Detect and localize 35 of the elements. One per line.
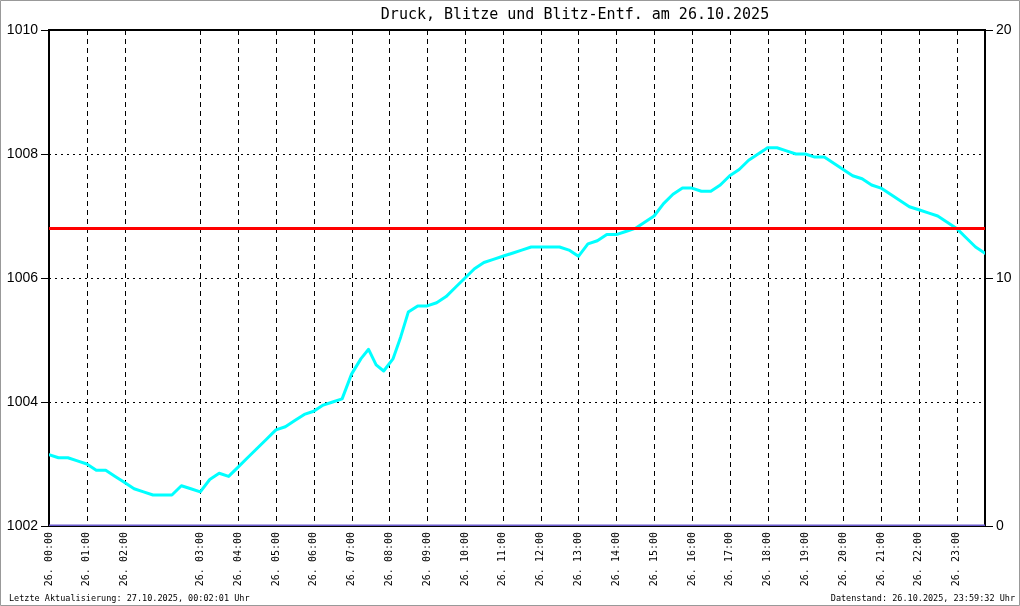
x-tick-label: 26. 09:00	[420, 532, 432, 587]
y2-tick-label: 10	[996, 268, 1012, 285]
x-tick-label: 26. 15:00	[647, 532, 659, 587]
x-tick-label: 26. 22:00	[912, 532, 924, 587]
text: Letzte Aktualisierung: 27.10.2025, 00:02:01 Uhr	[9, 593, 250, 603]
y-tick-label: 1008	[6, 144, 39, 161]
x-tick-label: 26. 11:00	[496, 532, 508, 587]
x-tick-label: 26. 02:00	[118, 532, 130, 587]
x-tick-label: 26. 00:00	[42, 532, 54, 587]
x-tick-label: 26. 03:00	[193, 532, 205, 587]
x-tick-label: 26. 23:00	[950, 532, 962, 587]
x-tick-label: 26. 06:00	[307, 532, 319, 587]
x-tick-label: 26. 12:00	[534, 532, 546, 587]
x-tick-label: 26. 10:00	[458, 532, 470, 587]
x-tick-label: 26. 08:00	[382, 532, 394, 587]
x-tick-label: 26. 19:00	[798, 532, 810, 587]
x-tick-label: 26. 01:00	[80, 532, 92, 587]
chart-title: Druck, Blitze und Blitz-Entf. am 26.10.2025	[380, 5, 770, 23]
x-tick-label: 26. 20:00	[836, 532, 848, 587]
y-tick-label: 1004	[6, 392, 39, 409]
x-tick-label: 26. 18:00	[761, 532, 773, 587]
x-tick-label: 26. 21:00	[874, 532, 886, 587]
y-tick-label: 1006	[6, 268, 39, 285]
x-tick-label: 26. 04:00	[231, 532, 243, 587]
x-tick-label: 26. 05:00	[269, 532, 281, 587]
x-tick-label: 26. 14:00	[609, 532, 621, 587]
y-tick-label: 1002	[6, 516, 39, 533]
y2-tick-label: 20	[996, 20, 1012, 37]
x-tick-label: 26. 07:00	[345, 532, 357, 587]
y2-tick-label: 0	[996, 516, 1004, 533]
x-tick-label: 26. 17:00	[723, 532, 735, 587]
y-tick-label: 1010	[6, 20, 39, 37]
text: Datenstand: 26.10.2025, 23:59:32 Uhr	[830, 593, 1015, 603]
x-tick-label: 26. 13:00	[572, 532, 584, 587]
x-tick-label: 26. 16:00	[685, 532, 697, 587]
